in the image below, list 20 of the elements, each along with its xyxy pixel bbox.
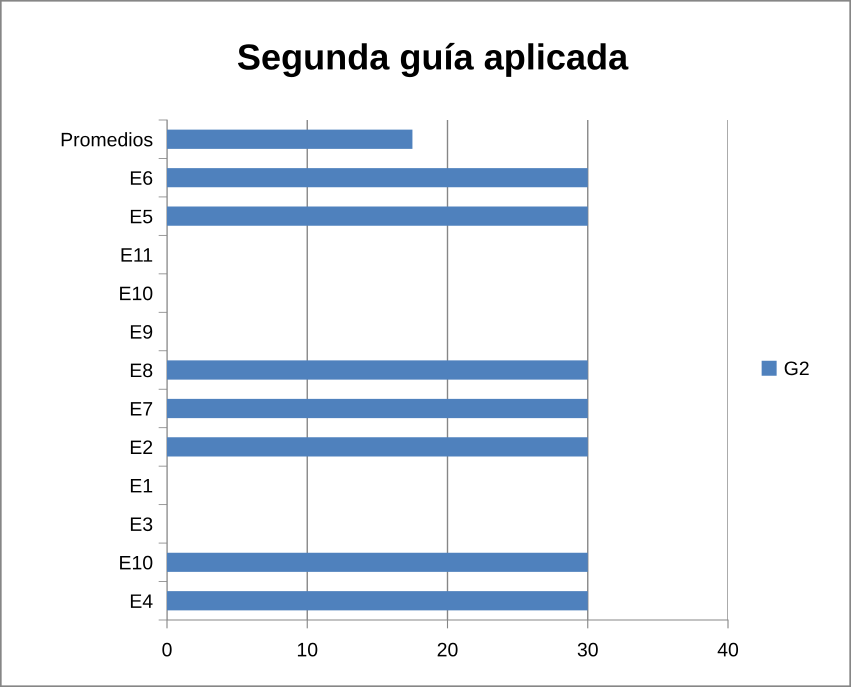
y-tick-label: E3 xyxy=(130,517,152,532)
chart-title: Segunda guía aplicada xyxy=(238,42,628,78)
y-tick-label: E5 xyxy=(130,210,152,224)
legend-label: G2 xyxy=(784,361,809,376)
y-tick-label: E1 xyxy=(130,479,152,492)
y-tick-label: E10 xyxy=(120,286,152,300)
x-tick-label: 40 xyxy=(718,642,738,657)
x-tick-label: 10 xyxy=(298,642,318,657)
y-tick-label: E11 xyxy=(122,248,152,262)
x-tick-label: 0 xyxy=(162,642,172,657)
y-tick-label: Promedios xyxy=(62,132,152,146)
x-tick-label: 20 xyxy=(438,642,458,657)
y-tick-label: E8 xyxy=(130,363,152,378)
y-tick-label: E9 xyxy=(130,325,152,339)
y-tick-label: E6 xyxy=(130,171,152,185)
y-tick-label: E10 xyxy=(120,556,152,570)
y-tick-label: E4 xyxy=(130,594,153,608)
y-tick-label: E2 xyxy=(130,440,152,454)
x-tick-label: 30 xyxy=(578,642,598,657)
y-tick-label: E7 xyxy=(130,402,152,416)
